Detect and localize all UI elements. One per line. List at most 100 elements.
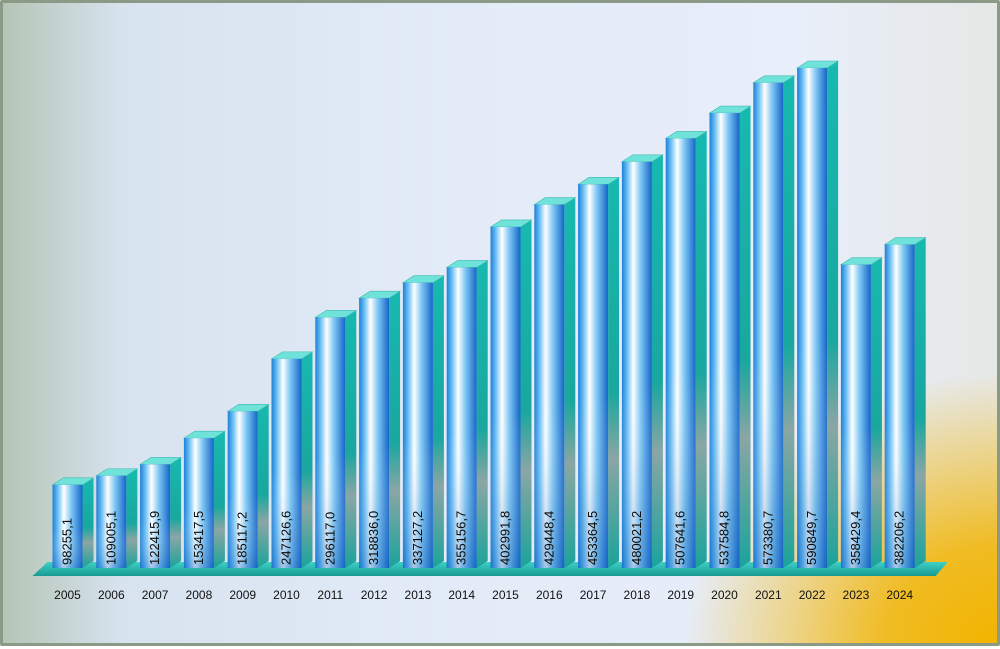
data-label-2016: 429448,4 [541,511,556,565]
bar-side [476,260,488,568]
bar-front-shade [359,298,390,568]
bar-front-shade [52,484,83,568]
bar-side [520,219,532,568]
bar-2006: 109005,1 [95,468,139,568]
bar-front-shade [227,411,258,568]
bar-front-shade [753,82,784,568]
bar-2018: 480021,2 [620,154,664,568]
bar-2015: 402991,8 [489,219,533,568]
data-label-2007: 122415,9 [147,511,162,565]
data-label-2006: 109005,1 [103,511,118,565]
bar-side [432,275,444,568]
bar-front-shade [315,317,346,568]
bar-2016: 429448,4 [533,197,577,569]
bar-2019: 507641,6 [664,131,708,568]
bar-front-shade [402,282,433,568]
data-label-2022: 590849,7 [804,511,819,565]
bar-side [126,468,138,568]
bar-front-shade [446,267,477,568]
bar-side [695,131,707,568]
bar-front-shade [490,226,521,568]
bar-2008: 153417,5 [182,430,226,568]
bar-side [257,404,269,568]
bar-2011: 296117,0 [314,310,358,568]
bar-front-shade [884,244,915,568]
x-tick-label-2010: 2010 [273,588,300,602]
data-label-2021: 573380,7 [760,511,775,565]
bar-chart: 98255,1 109005,1 122415,9 153417,5 185117,2 2… [32,60,948,602]
bar-2009: 185117,2 [226,404,270,568]
x-tick-label-2007: 2007 [142,588,169,602]
data-label-2014: 355156,7 [454,511,469,565]
bar-side [914,237,926,568]
data-label-2012: 318836,0 [366,511,381,565]
bar-side [827,61,839,568]
bar-side [82,477,94,568]
bar-front-shade [665,138,696,568]
data-label-2018: 480021,2 [629,511,644,565]
bar-side [870,257,882,568]
bar-front-shade [797,68,828,568]
data-label-2024: 382206,2 [892,511,907,565]
bar-side [301,351,313,568]
data-label-2010: 247126,6 [279,511,294,565]
bar-side [213,431,225,568]
bar-side [170,457,182,568]
bar-2007: 122415,9 [139,457,183,568]
bar-front-shade [709,113,740,568]
x-tick-label-2008: 2008 [186,588,213,602]
bar-front-shade [578,184,609,568]
x-tick-label-2023: 2023 [843,588,870,602]
bar-front-shade [534,204,565,569]
x-tick-label-2021: 2021 [755,588,782,602]
x-tick-label-2019: 2019 [667,588,694,602]
x-tick-label-2018: 2018 [624,588,651,602]
bar-side [783,75,795,568]
data-label-2005: 98255,1 [60,518,75,565]
data-label-2015: 402991,8 [498,511,513,565]
x-tick-label-2006: 2006 [98,588,125,602]
x-tick-label-2022: 2022 [799,588,826,602]
bar-2024: 382206,2 [883,237,927,568]
data-label-2023: 358429,4 [848,511,863,565]
bar-2022: 590849,7 [796,60,840,568]
bar-side [739,106,751,568]
x-tick-label-2020: 2020 [711,588,738,602]
x-tick-label-2024: 2024 [886,588,913,602]
bar-2014: 355156,7 [445,260,489,568]
bar-front-shade [183,438,214,568]
data-label-2013: 337127,2 [410,511,425,565]
data-label-2019: 507641,6 [673,511,688,565]
bar-2017: 453364,5 [577,177,621,568]
bar-front-shade [96,475,127,568]
data-label-2020: 537584,8 [717,511,732,565]
bar-2010: 247126,6 [270,351,314,568]
x-tick-label-2013: 2013 [405,588,432,602]
x-tick-label-2015: 2015 [492,588,519,602]
data-label-2009: 185117,2 [235,512,250,565]
bar-2020: 537584,8 [708,105,752,568]
bar-front-shade [621,161,652,568]
x-tick-label-2017: 2017 [580,588,607,602]
bar-side [389,291,401,568]
x-tick-label-2011: 2011 [317,588,343,602]
data-label-2011: 296117,0 [322,512,337,565]
x-tick-label-2016: 2016 [536,588,563,602]
bar-2012: 318836,0 [358,290,402,568]
bar-side [345,310,357,568]
bar-2013: 337127,2 [401,275,445,568]
x-tick-label-2014: 2014 [448,588,475,602]
bar-front-shade [271,358,302,568]
x-tick-label-2009: 2009 [229,588,256,602]
bar-side [564,197,576,569]
x-tick-label-2012: 2012 [361,588,388,602]
bar-front-shade [140,464,171,568]
bar-2023: 358429,4 [839,257,883,568]
data-label-2017: 453364,5 [585,511,600,565]
bar-2021: 573380,7 [752,75,796,568]
bar-2005: 98255,1 [51,477,95,568]
data-label-2008: 153417,5 [191,511,206,565]
x-tick-label-2005: 2005 [54,588,81,602]
bar-side [608,177,620,568]
